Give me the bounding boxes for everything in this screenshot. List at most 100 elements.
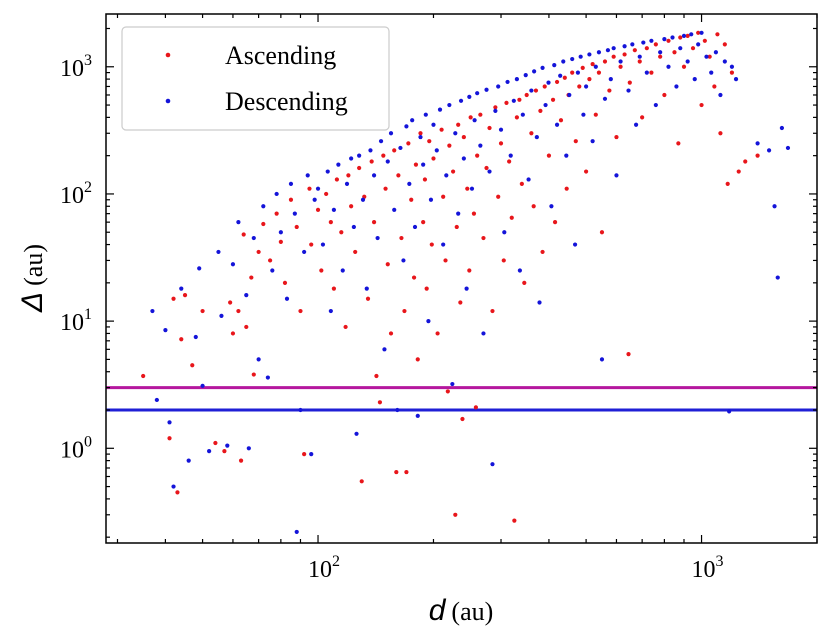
point-ascending-12 (236, 308, 241, 314)
point-ascending-37 (343, 324, 348, 330)
point-descending-52 (382, 347, 387, 352)
point-descending-85 (478, 143, 483, 148)
point-descending-26 (288, 181, 294, 186)
point-descending-3 (167, 420, 172, 425)
point-descending-157 (718, 92, 723, 98)
point-ascending-151 (678, 35, 683, 40)
point-descending-0 (150, 308, 155, 314)
point-ascending-66 (422, 177, 428, 182)
point-descending-18 (251, 235, 256, 241)
point-ascending-124 (577, 84, 582, 89)
point-descending-162 (755, 141, 760, 146)
point-descending-8 (197, 266, 202, 271)
point-descending-130 (611, 46, 616, 51)
point-ascending-111 (538, 108, 543, 113)
reference-lines (106, 386, 817, 412)
point-ascending-118 (558, 118, 564, 123)
point-ascending-84 (465, 186, 470, 191)
legend-marker-descending (165, 98, 171, 104)
point-descending-56 (395, 407, 400, 413)
point-ascending-15 (244, 324, 249, 330)
point-descending-40 (340, 268, 345, 273)
point-descending-131 (614, 173, 619, 178)
point-descending-88 (487, 169, 492, 174)
point-descending-11 (216, 249, 221, 255)
legend-marker-ascending (165, 52, 171, 58)
point-ascending-56 (399, 235, 404, 241)
point-descending-115 (567, 92, 572, 98)
point-ascending-141 (637, 59, 642, 64)
point-descending-1 (154, 397, 159, 403)
point-ascending-11 (230, 331, 236, 336)
point-descending-121 (584, 84, 589, 89)
point-descending-144 (666, 64, 671, 69)
point-ascending-74 (443, 258, 448, 263)
point-ascending-112 (540, 249, 545, 255)
point-descending-9 (200, 383, 205, 388)
point-ascending-79 (454, 224, 459, 230)
point-ascending-64 (418, 131, 423, 136)
point-ascending-76 (447, 143, 452, 148)
point-descending-58 (401, 258, 406, 263)
point-ascending-97 (498, 141, 504, 146)
point-descending-123 (590, 139, 595, 144)
point-ascending-58 (404, 469, 409, 475)
point-ascending-128 (590, 61, 595, 67)
x-axis-symbol: d (429, 594, 447, 627)
point-descending-46 (360, 197, 366, 202)
point-ascending-77 (451, 169, 456, 174)
point-ascending-30 (315, 207, 321, 212)
point-ascending-60 (409, 197, 414, 202)
point-descending-55 (392, 207, 397, 212)
y-tick-label-2: 102 (60, 179, 92, 209)
point-ascending-82 (460, 416, 465, 422)
x-axis-label: d (au) (429, 594, 494, 627)
y-axis-unit: (au) (19, 244, 48, 286)
point-descending-101 (526, 177, 531, 182)
point-descending-73 (444, 173, 449, 178)
point-descending-164 (772, 204, 777, 209)
point-descending-31 (305, 173, 310, 178)
point-descending-30 (302, 249, 307, 255)
point-ascending-148 (666, 38, 671, 43)
point-descending-87 (484, 87, 489, 92)
point-ascending-109 (531, 204, 536, 209)
point-ascending-73 (441, 194, 446, 199)
point-descending-44 (354, 431, 359, 436)
point-ascending-96 (496, 194, 501, 199)
point-descending-102 (529, 88, 534, 93)
point-ascending-65 (421, 220, 426, 225)
point-descending-53 (385, 159, 390, 164)
point-ascending-55 (396, 173, 401, 178)
point-ascending-6 (190, 363, 195, 368)
point-ascending-19 (261, 221, 266, 227)
point-ascending-62 (413, 162, 419, 167)
point-descending-42 (349, 156, 354, 161)
point-ascending-122 (570, 70, 575, 75)
point-ascending-36 (339, 230, 344, 235)
point-ascending-34 (331, 286, 336, 291)
point-ascending-115 (550, 97, 556, 102)
point-descending-98 (517, 268, 522, 273)
point-descending-70 (434, 148, 439, 153)
point-descending-33 (312, 197, 317, 202)
point-ascending-167 (755, 153, 760, 158)
point-ascending-51 (385, 262, 390, 267)
point-ascending-83 (461, 134, 466, 140)
point-ascending-116 (552, 220, 558, 225)
point-descending-133 (622, 44, 627, 49)
point-descending-63 (415, 413, 420, 418)
point-descending-28 (294, 529, 299, 535)
point-ascending-29 (309, 242, 314, 247)
point-ascending-17 (251, 372, 256, 377)
point-descending-129 (608, 77, 613, 82)
point-descending-138 (641, 40, 646, 45)
point-descending-64 (418, 134, 423, 140)
point-ascending-162 (722, 42, 727, 47)
point-descending-135 (630, 42, 635, 47)
point-descending-51 (378, 139, 384, 144)
point-ascending-102 (512, 518, 517, 523)
point-ascending-110 (533, 88, 539, 93)
point-descending-72 (441, 242, 446, 247)
